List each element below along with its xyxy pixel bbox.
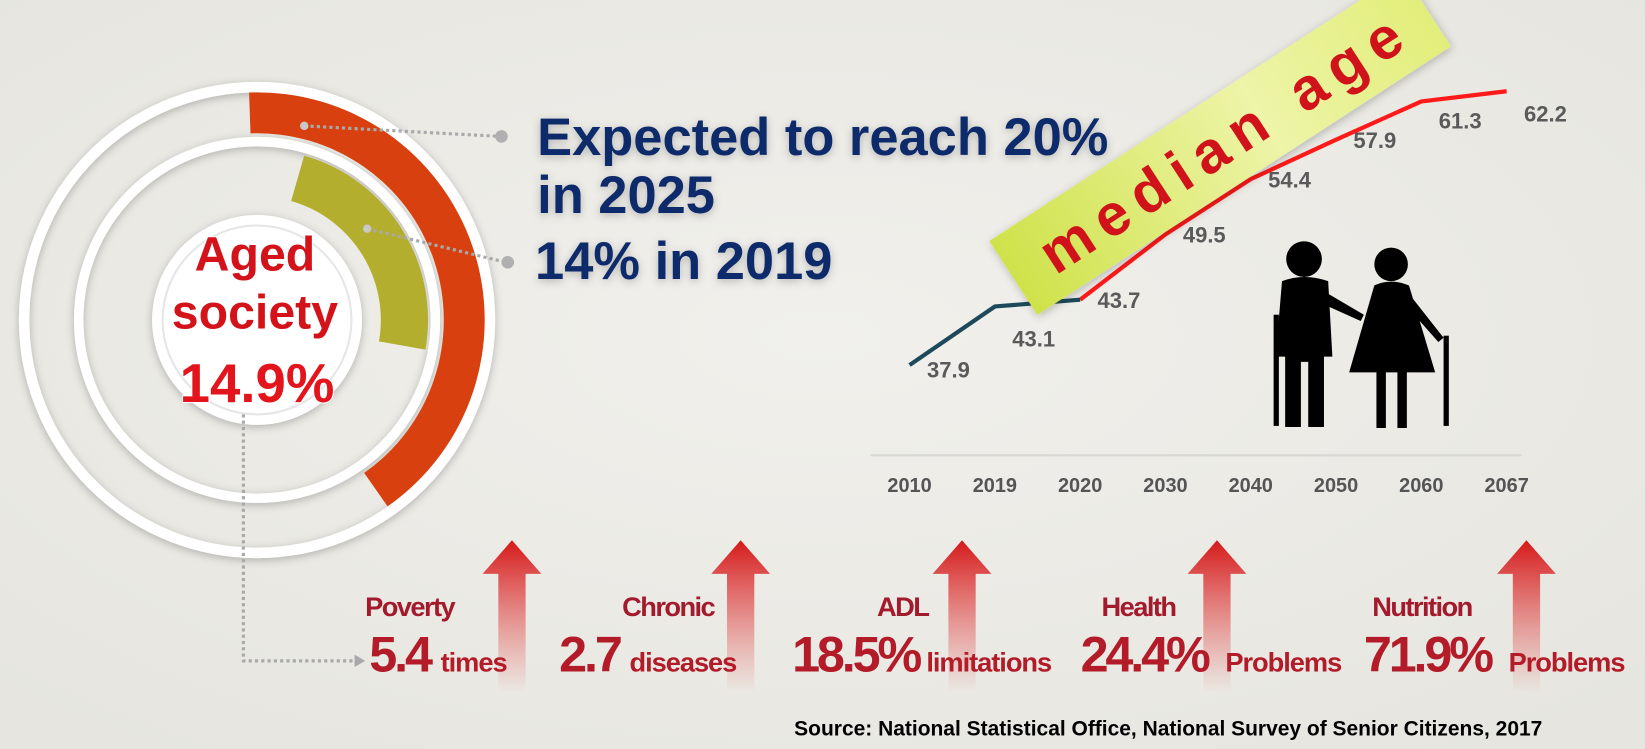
callout-text: 14% in 2019 — [535, 233, 832, 291]
leader-dot — [495, 130, 508, 143]
infographic: Agedsociety 14.9% Expected to reach 20%in … — [0, 0, 1645, 749]
indicator-value: 71.9% — [1364, 625, 1493, 682]
callout-text: in 2025 — [537, 167, 715, 225]
leader-dot — [363, 224, 371, 232]
x-tick-label: 2060 — [1399, 475, 1443, 497]
indicator-unit: Problems — [1225, 646, 1342, 677]
x-tick-label: 2050 — [1314, 475, 1358, 497]
indicator-label: Poverty — [365, 591, 456, 622]
indicator-label: Nutrition — [1372, 591, 1471, 622]
indicator-value: 5.4 — [369, 625, 433, 682]
indicator-value: 2.7 — [559, 625, 621, 682]
x-tick-label: 2067 — [1484, 475, 1528, 497]
x-tick-label: 2020 — [1058, 475, 1102, 497]
indicator-label: ADL — [877, 591, 929, 622]
donut-value: 14.9% — [180, 353, 335, 414]
indicator-label: Chronic — [622, 591, 715, 622]
data-label: 43.1 — [1012, 326, 1055, 351]
indicator-unit: times — [441, 646, 508, 677]
source-note: Source: National Statistical Office, Nat… — [794, 717, 1542, 740]
data-label: 61.3 — [1439, 109, 1482, 134]
data-label: 54.4 — [1268, 168, 1312, 193]
indicator-unit: limitations — [926, 646, 1052, 677]
donut-title: Aged — [195, 228, 316, 282]
x-tick-label: 2040 — [1229, 475, 1273, 497]
x-tick-label: 2030 — [1143, 475, 1187, 497]
data-label: 49.5 — [1183, 223, 1226, 248]
indicator-label: Health — [1102, 591, 1176, 622]
data-label: 62.2 — [1524, 102, 1567, 127]
leader-dot — [300, 122, 308, 130]
data-label: 37.9 — [927, 358, 970, 383]
indicator-value: 18.5% — [792, 625, 921, 682]
data-label: 43.7 — [1098, 288, 1141, 313]
indicator-value: 24.4% — [1081, 625, 1210, 682]
x-tick-label: 2019 — [973, 475, 1017, 497]
indicator-unit: diseases — [629, 646, 737, 677]
leader-dot — [501, 256, 514, 269]
page: Agedsociety 14.9% Expected to reach 20%in … — [0, 0, 1645, 749]
data-label: 57.9 — [1353, 128, 1396, 153]
donut-title: society — [172, 285, 338, 339]
indicator-unit: Problems — [1509, 646, 1626, 677]
x-tick-label: 2010 — [887, 475, 931, 497]
callout-text: Expected to reach 20% — [537, 109, 1108, 167]
